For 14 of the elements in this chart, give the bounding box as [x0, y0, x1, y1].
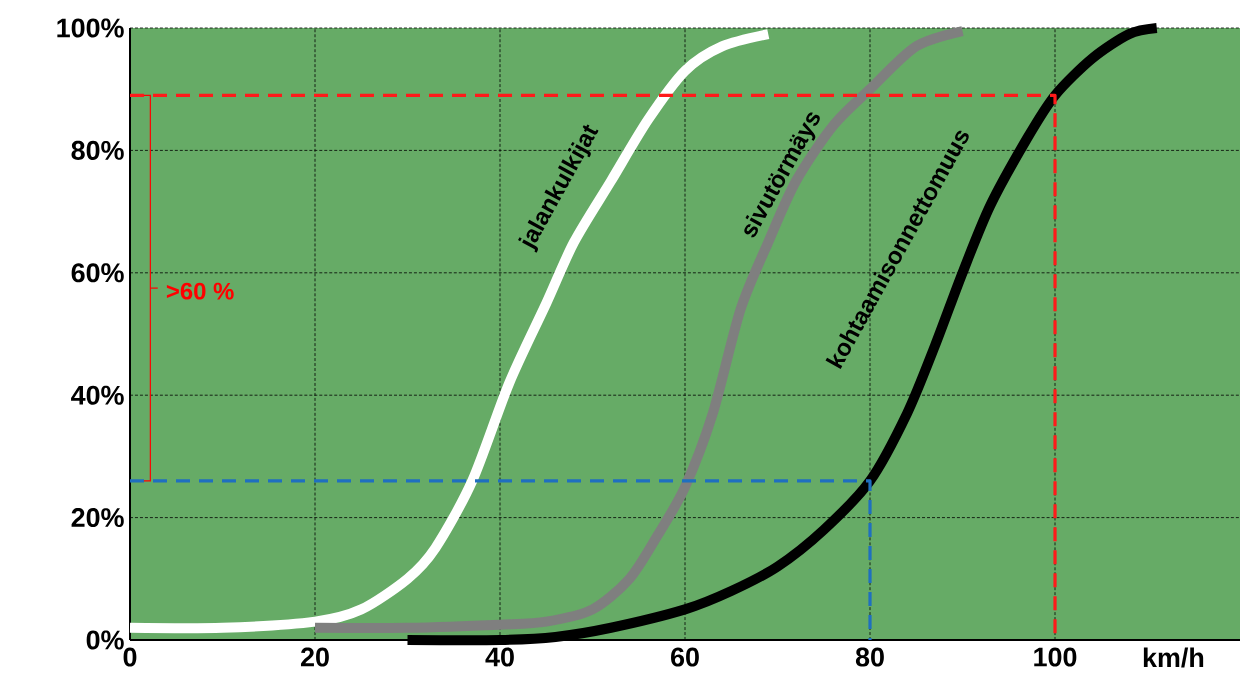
- x-tick-label: 0: [123, 647, 137, 667]
- x-axis-title: km/h: [1143, 647, 1204, 668]
- x-tick-label: 20: [300, 647, 329, 667]
- annotation: >60 %: [166, 282, 234, 300]
- y-tick-label: 0%: [86, 630, 124, 650]
- x-tick-label: 40: [485, 647, 514, 667]
- y-tick-label: 60%: [71, 263, 124, 283]
- y-tick-label: 40%: [71, 385, 124, 405]
- x-tick-label: 60: [671, 647, 699, 667]
- y-tick-label: 80%: [71, 140, 124, 160]
- y-tick-label: 20%: [71, 508, 124, 528]
- y-tick-label: 100%: [57, 18, 124, 38]
- x-tick-label: 80: [855, 647, 884, 667]
- x-tick-label: 100: [1034, 647, 1077, 667]
